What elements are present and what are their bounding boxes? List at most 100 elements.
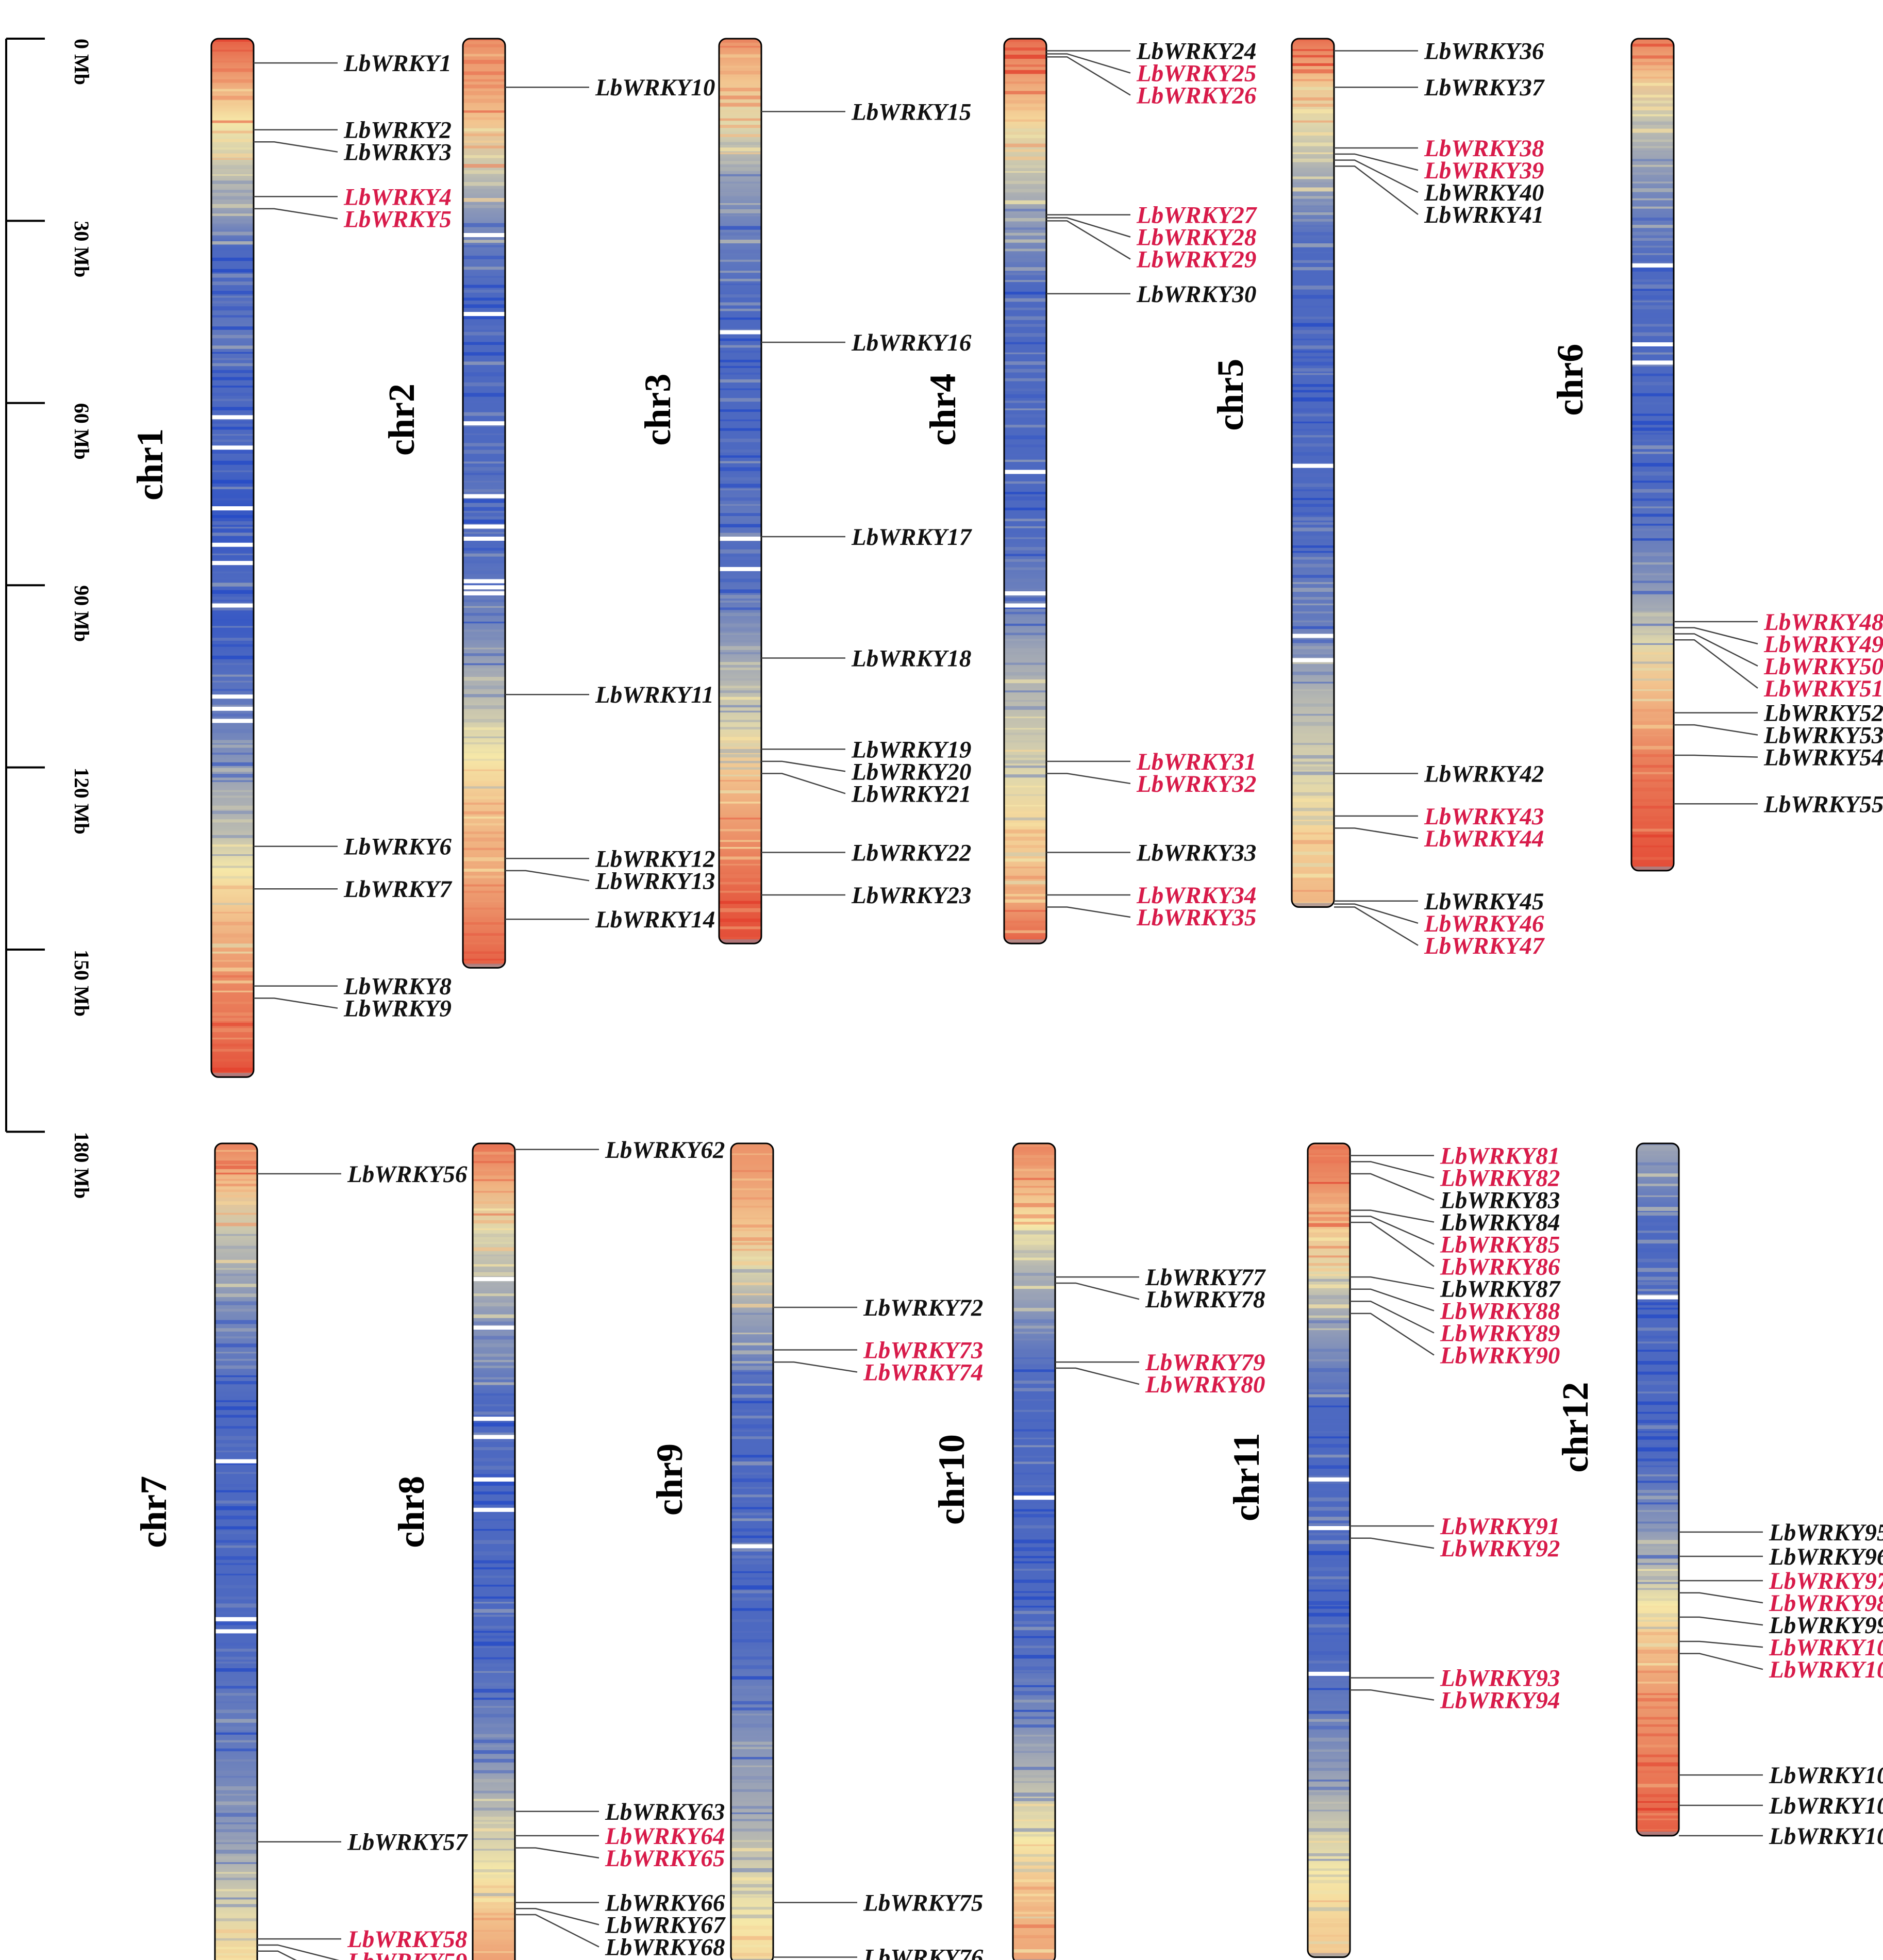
density-band	[473, 1220, 515, 1224]
density-band	[1004, 435, 1046, 440]
density-band	[211, 548, 254, 552]
density-band	[1637, 1327, 1679, 1331]
density-band	[463, 600, 505, 602]
density-band	[1292, 109, 1334, 113]
gene-label: LbWRKY48	[1763, 609, 1883, 636]
density-band	[463, 519, 505, 524]
gene-leader-line	[1350, 1221, 1435, 1267]
density-band	[215, 1415, 257, 1418]
density-band	[731, 1776, 773, 1780]
density-band	[1308, 1923, 1350, 1928]
density-band	[211, 521, 254, 525]
density-band	[1292, 660, 1334, 665]
density-band	[1004, 836, 1046, 841]
density-band	[1004, 786, 1046, 788]
gap-band	[1631, 342, 1674, 346]
density-band	[1292, 443, 1334, 447]
gene-label: LbWRKY96	[1769, 1543, 1883, 1570]
density-band	[731, 1656, 773, 1660]
gene-label: LbWRKY10	[595, 74, 715, 101]
density-band	[1292, 243, 1334, 247]
density-band	[719, 737, 761, 741]
density-band	[1013, 1935, 1055, 1939]
density-band	[1631, 612, 1674, 617]
gene-leader-line	[1334, 903, 1419, 924]
density-band	[1631, 206, 1674, 209]
density-band	[211, 1018, 254, 1021]
density-band	[211, 805, 254, 810]
density-band	[1292, 611, 1334, 613]
density-band	[1308, 1613, 1350, 1617]
gene-leader-line	[254, 208, 338, 220]
density-band	[1013, 1626, 1055, 1631]
density-band	[211, 1058, 254, 1062]
gene-leader-line	[1350, 1173, 1435, 1201]
gene-label: LbWRKY87	[1440, 1276, 1561, 1303]
density-band	[1637, 1143, 1679, 1145]
density-band	[473, 1359, 515, 1363]
density-band	[473, 1440, 515, 1442]
density-band	[1631, 181, 1674, 184]
density-band	[215, 1212, 257, 1215]
density-band	[473, 1293, 515, 1297]
density-band	[1308, 1378, 1350, 1383]
density-band	[719, 76, 761, 79]
gene-leader-line	[1046, 217, 1131, 238]
gene-label: LbWRKY41	[1424, 202, 1544, 228]
density-band	[211, 363, 254, 367]
density-band	[1004, 617, 1046, 619]
gap-band	[463, 585, 505, 590]
density-band	[463, 443, 505, 446]
density-band	[215, 1862, 257, 1864]
density-band	[1308, 1274, 1350, 1276]
density-band	[719, 829, 761, 832]
density-band	[463, 736, 505, 738]
density-band	[473, 1201, 515, 1204]
density-band	[211, 951, 254, 954]
gene-label: LbWRKY21	[851, 780, 971, 807]
density-band	[731, 1747, 773, 1750]
density-band	[719, 556, 761, 560]
gap-band	[473, 1507, 515, 1512]
density-band	[215, 1472, 257, 1474]
density-band	[1004, 248, 1046, 252]
density-band	[215, 1677, 257, 1681]
density-band	[1308, 1295, 1350, 1299]
density-band	[1637, 1546, 1679, 1549]
density-band	[463, 875, 505, 878]
density-band	[1004, 47, 1046, 51]
density-band	[1013, 1671, 1055, 1673]
density-band	[731, 1590, 773, 1593]
density-band	[463, 267, 505, 270]
density-band	[719, 646, 761, 650]
density-band	[1013, 1646, 1055, 1649]
density-band	[1013, 1257, 1055, 1260]
density-band	[463, 39, 505, 41]
density-band	[1637, 1582, 1679, 1584]
density-band	[1631, 699, 1674, 702]
gene-label: LbWRKY14	[595, 906, 715, 933]
density-band	[1631, 238, 1674, 241]
density-band	[1637, 1496, 1679, 1500]
density-band	[215, 1556, 257, 1560]
density-band	[211, 153, 254, 158]
density-band	[211, 315, 254, 318]
gap-band	[1292, 658, 1334, 662]
density-band	[473, 1683, 515, 1686]
density-band	[1308, 1558, 1350, 1561]
density-band	[1292, 703, 1334, 707]
density-band	[1013, 1781, 1055, 1783]
gene-label: LbWRKY12	[595, 845, 715, 872]
density-band	[1013, 1525, 1055, 1529]
density-band	[1013, 1743, 1055, 1747]
gene-label: LbWRKY47	[1424, 933, 1545, 959]
density-band	[1013, 1437, 1055, 1439]
chromosome-chr9: chr9LbWRKY72LbWRKY73LbWRKY74LbWRKY75LbWR…	[649, 1142, 984, 1960]
density-band	[473, 1254, 515, 1257]
density-band	[1004, 119, 1046, 122]
density-band	[215, 1813, 257, 1817]
density-band	[719, 226, 761, 230]
gene-label: LbWRKY1	[343, 50, 452, 77]
density-band	[1631, 498, 1674, 501]
